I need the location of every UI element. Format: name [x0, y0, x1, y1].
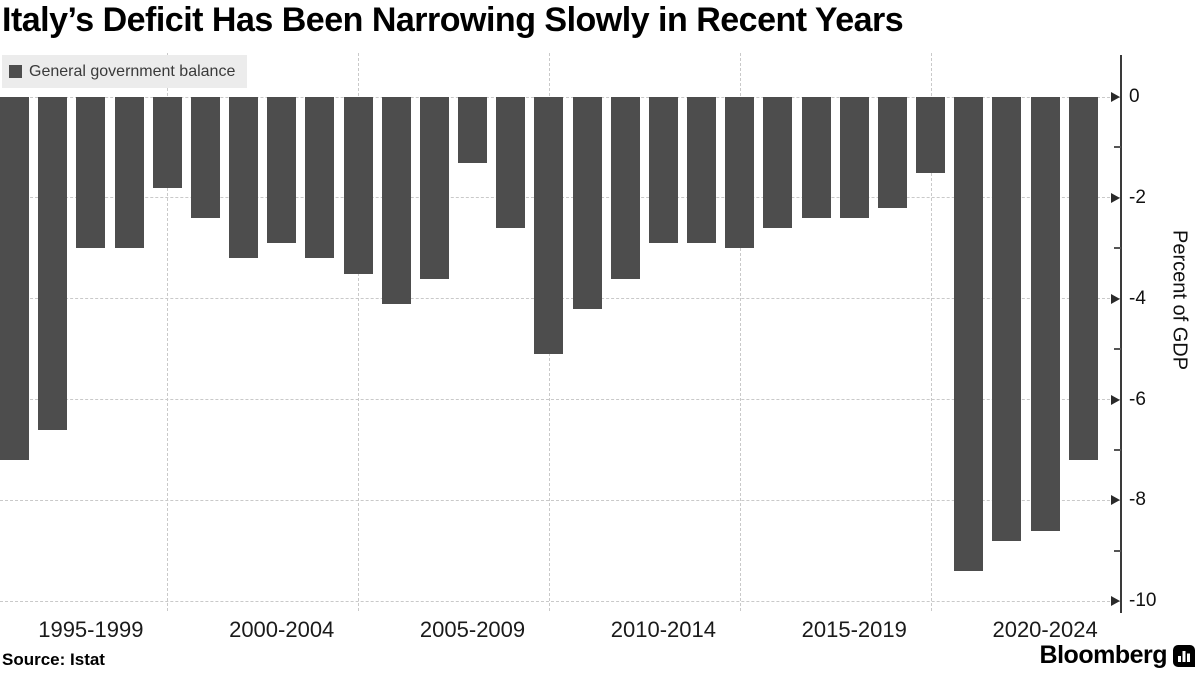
- bar: [419, 97, 449, 279]
- bar: [267, 97, 297, 244]
- bar: [305, 97, 335, 259]
- bloomberg-logo-icon: [1173, 644, 1195, 667]
- chart-title: Italy’s Deficit Has Been Narrowing Slowl…: [2, 1, 904, 39]
- h-gridline: [0, 600, 1120, 602]
- x-tick-label: 2015-2019: [801, 617, 907, 642]
- bar: [534, 97, 564, 355]
- bar: [687, 97, 717, 244]
- y-tick-label: -10: [1129, 590, 1157, 612]
- bar: [0, 97, 29, 461]
- bar: [763, 97, 793, 229]
- bloomberg-branding: Bloomberg: [1040, 641, 1195, 670]
- source-note: Source: Istat: [2, 650, 105, 669]
- y-axis-tick-arrow-icon: [1111, 192, 1120, 203]
- bar: [801, 97, 831, 219]
- bloomberg-wordmark: Bloomberg: [1039, 641, 1168, 669]
- y-tick-label: 0: [1129, 86, 1140, 107]
- y-axis-line: [1120, 55, 1122, 613]
- y-axis-tick-arrow-icon: [1111, 92, 1120, 102]
- bar: [343, 97, 373, 274]
- bar: [954, 97, 984, 572]
- bar: [76, 97, 106, 249]
- v-gridline: [930, 53, 932, 611]
- y-tick-label: -4: [1129, 287, 1146, 309]
- bar: [229, 97, 259, 259]
- y-tick-label: -8: [1129, 489, 1146, 511]
- v-gridline: [358, 53, 360, 611]
- bar: [152, 97, 182, 188]
- x-tick-label: 2005-2009: [419, 617, 526, 642]
- bar: [38, 97, 68, 430]
- bar: [572, 97, 602, 309]
- x-tick-label: 2020-2024: [992, 617, 1098, 642]
- bar: [458, 97, 488, 163]
- v-gridline: [167, 53, 169, 611]
- bar: [916, 97, 946, 173]
- y-axis-minor-tick: [1114, 247, 1121, 250]
- y-axis-minor-tick: [1114, 549, 1121, 552]
- y-axis-title: Percent of GDP: [1168, 229, 1191, 371]
- legend-label: General government balance: [29, 62, 236, 80]
- bar: [610, 97, 640, 279]
- h-gridline: [0, 499, 1120, 501]
- y-axis-tick-arrow-icon: [1111, 495, 1120, 506]
- x-tick-label: 1995-1999: [38, 617, 144, 642]
- bar: [877, 97, 907, 208]
- bar: [648, 97, 678, 244]
- h-gridline: [0, 399, 1120, 401]
- x-tick-label: 2000-2004: [229, 617, 335, 642]
- bar: [496, 97, 526, 229]
- y-tick-label: -6: [1129, 388, 1146, 410]
- y-axis-minor-tick: [1114, 146, 1121, 149]
- y-axis-tick-arrow-icon: [1111, 394, 1120, 405]
- bar: [1068, 97, 1098, 461]
- legend: General government balance: [2, 55, 248, 88]
- bar: [725, 97, 755, 249]
- bar: [114, 97, 144, 249]
- y-axis-tick-arrow-icon: [1111, 596, 1120, 607]
- bar: [839, 97, 869, 219]
- bar: [190, 97, 220, 219]
- y-axis-minor-tick: [1114, 348, 1121, 351]
- x-tick-label: 2010-2014: [610, 617, 716, 642]
- v-gridline: [739, 53, 741, 611]
- bar: [992, 97, 1022, 541]
- y-axis-tick-arrow-icon: [1111, 293, 1120, 304]
- y-tick-label: -2: [1129, 186, 1146, 208]
- bar: [1030, 97, 1060, 531]
- y-axis-minor-tick: [1114, 449, 1121, 451]
- legend-swatch-square-icon: [9, 65, 22, 78]
- bar: [381, 97, 411, 304]
